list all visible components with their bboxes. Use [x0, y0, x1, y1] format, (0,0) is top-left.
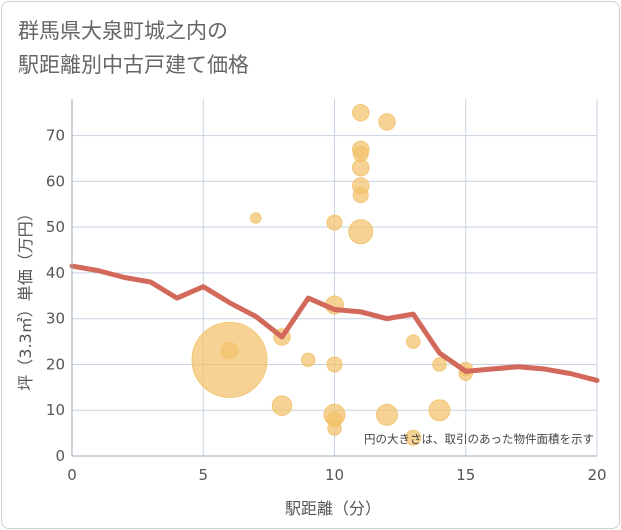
- bubble-point: [348, 219, 374, 245]
- bubble-point: [326, 356, 343, 373]
- bubble-point: [352, 187, 369, 204]
- y-tick-label: 70: [46, 127, 65, 145]
- y-tick-label: 10: [46, 401, 65, 419]
- trend-line-group: [69, 263, 600, 383]
- bubble-point: [352, 103, 370, 122]
- bubble-point: [352, 158, 370, 177]
- bubble-point: [326, 214, 343, 231]
- axes: [71, 99, 597, 457]
- y-tick-label: 0: [55, 447, 65, 465]
- bubble-point: [428, 399, 451, 422]
- chart-title-line2: 駅距離別中古戸建て価格: [18, 53, 249, 77]
- y-tick-label: 40: [46, 264, 65, 282]
- y-axis-label: 坪（3.3㎡）単価（万円）: [16, 205, 35, 390]
- bubble-point: [271, 395, 293, 416]
- bubble-point: [250, 212, 262, 224]
- y-tick-label: 20: [46, 355, 65, 373]
- chart-title-line1: 群馬県大泉町城之内の: [18, 19, 228, 43]
- bubble-point: [378, 113, 396, 131]
- x-tick-label: 10: [325, 466, 344, 484]
- tick-labels: 0 5 10 15 20 0 10 20 30 40 50 60 70: [46, 127, 607, 484]
- y-tick-label: 30: [46, 310, 65, 328]
- x-tick-label: 0: [67, 466, 77, 484]
- bubble-series: [191, 103, 473, 446]
- x-tick-label: 20: [587, 466, 606, 484]
- bubble-point: [376, 403, 398, 426]
- bubble-point: [191, 321, 268, 398]
- bubble-point: [405, 429, 422, 446]
- y-tick-label: 50: [46, 218, 65, 236]
- bubble-point: [327, 421, 342, 436]
- x-axis-label: 駅距離（分）: [285, 499, 381, 518]
- x-tick-label: 5: [198, 466, 208, 484]
- bubble-point: [220, 341, 239, 360]
- bubble-point: [301, 352, 316, 368]
- grid: [72, 99, 598, 456]
- chart-title: 群馬県大泉町城之内の 駅距離別中古戸建て価格: [18, 14, 249, 82]
- size-note: 円の大きさは、取引のあった物件面積を示す: [364, 432, 594, 446]
- bubble-point: [406, 334, 421, 349]
- x-tick-label: 15: [456, 466, 475, 484]
- bubble-point: [432, 357, 447, 372]
- trend-line: [69, 263, 600, 383]
- y-tick-label: 60: [46, 172, 65, 190]
